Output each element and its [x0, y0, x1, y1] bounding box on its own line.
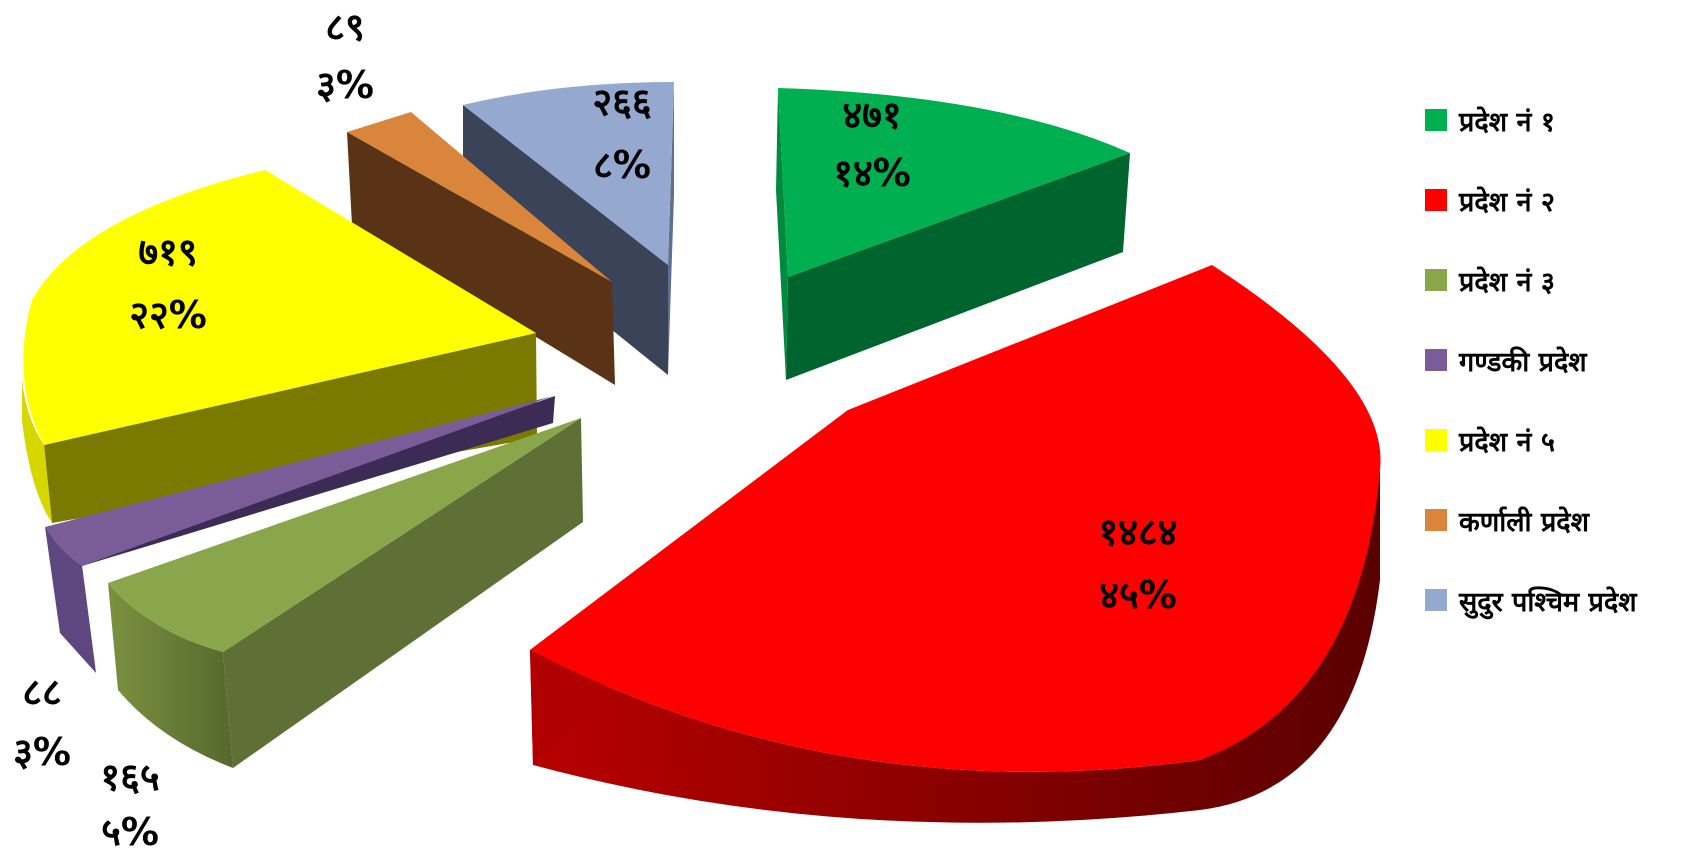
slice-province-3 [108, 418, 583, 768]
slice-province-1-side [786, 153, 1130, 380]
label-province-3-value: १६५ [100, 755, 159, 799]
slice-province-1-inner [776, 88, 788, 380]
slice-karnali-side [347, 132, 615, 385]
label-province-2-value: १४८४ [1098, 510, 1177, 554]
slice-sudurpashchim-side-right [668, 85, 674, 375]
legend: प्रदेश नं १ प्रदेश नं २ प्रदेश नं ३ गण्ड… [1425, 80, 1695, 640]
legend-swatch [1425, 509, 1447, 531]
slice-sudurpashchim-side [463, 105, 668, 375]
slice-province-1 [776, 88, 1130, 380]
legend-swatch [1425, 109, 1447, 131]
slice-sudurpashchim-top [463, 82, 674, 265]
legend-swatch [1425, 589, 1447, 611]
legend-item-province-3: प्रदेश नं ३ [1425, 240, 1695, 320]
label-province-1-percent: १४% [833, 151, 911, 195]
legend-label: कर्णाली प्रदेश [1459, 506, 1590, 538]
label-province-3-percent: ५% [101, 810, 159, 853]
label-karnali-percent: ३% [316, 63, 374, 107]
legend-label: सुदुर पश्चिम प्रदेश [1459, 586, 1637, 618]
slice-gandaki [45, 396, 555, 673]
slice-gandaki-side [80, 396, 555, 673]
label-sudurpashchim-value: २६६ [592, 80, 651, 124]
slice-karnali-top [347, 112, 612, 282]
slice-sudurpashchim [463, 82, 674, 375]
legend-label: गण्डकी प्रदेश [1459, 346, 1587, 378]
legend-item-sudurpashchim: सुदुर पश्चिम प्रदेश [1425, 560, 1695, 640]
slice-province-3-top [108, 418, 581, 652]
legend-label: प्रदेश नं १ [1459, 106, 1555, 138]
legend-swatch [1425, 429, 1447, 451]
slice-province-2-top [530, 265, 1381, 772]
label-province-1-value: ४७१ [842, 93, 901, 137]
legend-swatch [1425, 269, 1447, 291]
legend-item-gandaki: गण्डकी प्रदेश [1425, 320, 1695, 400]
legend-item-province-2: प्रदेश नं २ [1425, 160, 1695, 240]
legend-item-karnali: कर्णाली प्रदेश [1425, 480, 1695, 560]
label-karnali-value: ८९ [325, 5, 365, 49]
label-province-2-percent: ४५% [1099, 573, 1177, 617]
label-gandaki-percent: ३% [13, 730, 71, 774]
label-sudurpashchim-percent: ८% [593, 143, 651, 187]
slice-province-5 [22, 170, 537, 523]
slice-province-2 [530, 265, 1381, 823]
legend-label: प्रदेश नं २ [1459, 186, 1555, 218]
legend-swatch [1425, 349, 1447, 371]
legend-label: प्रदेश नं ३ [1459, 266, 1555, 298]
slice-province-5-side [44, 333, 537, 523]
slice-province-3-side [223, 418, 583, 768]
legend-label: प्रदेश नं ५ [1459, 426, 1555, 458]
slice-province-5-top [23, 170, 537, 445]
slice-gandaki-rim [45, 527, 96, 673]
legend-item-province-1: प्रदेश नं १ [1425, 80, 1695, 160]
label-province-5-value: ७१९ [138, 230, 197, 274]
legend-item-province-5: प्रदेश नं ५ [1425, 400, 1695, 480]
label-gandaki-value: ८८ [22, 670, 62, 714]
slice-province-1-top [778, 88, 1130, 277]
slice-gandaki-top [45, 396, 553, 566]
legend-swatch [1425, 189, 1447, 211]
slice-karnali [347, 112, 615, 385]
label-province-5-percent: २२% [129, 293, 207, 337]
slice-province-3-rim [108, 583, 233, 768]
slice-province-5-rim [22, 380, 52, 523]
slice-province-2-rim [530, 470, 1380, 823]
